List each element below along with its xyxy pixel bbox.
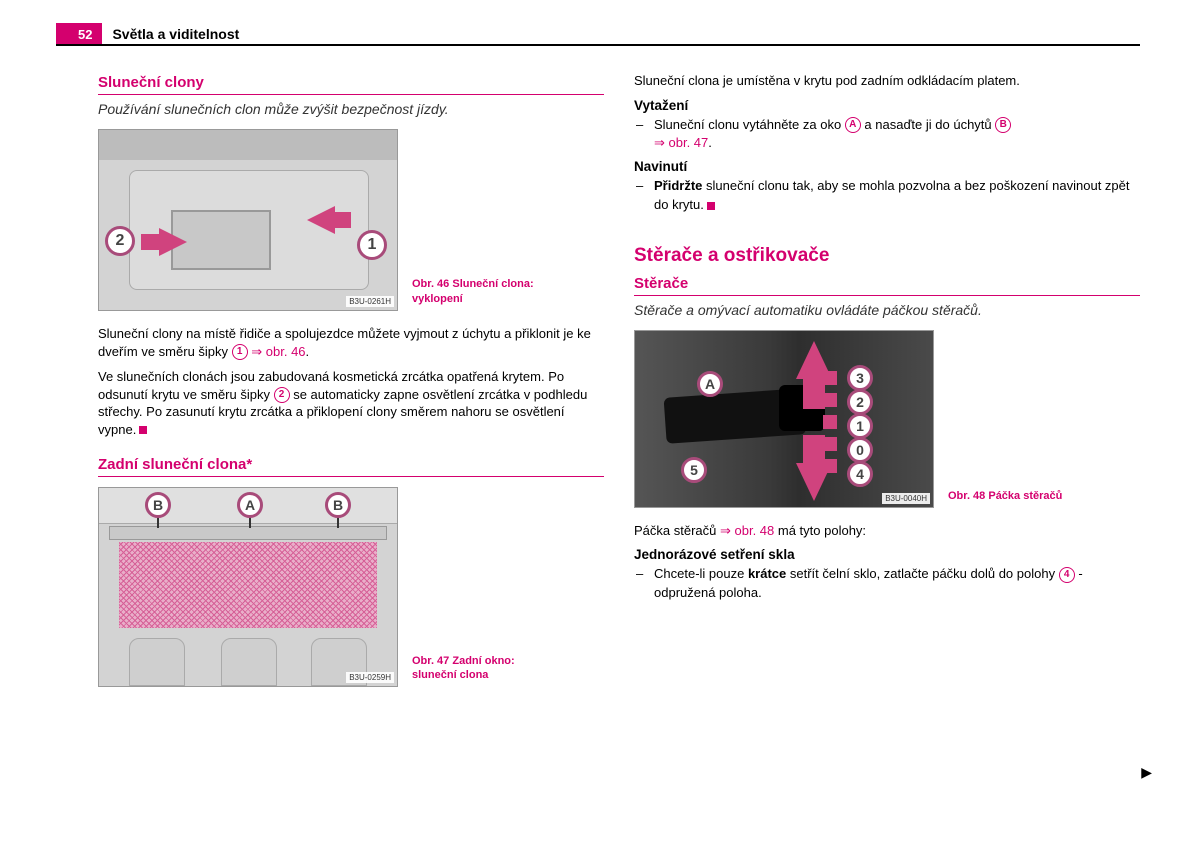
instruction-item: – Sluneční clonu vytáhněte za oko A a na… (634, 116, 1140, 154)
section-subtitle: Používání slunečních clon může zvýšit be… (98, 101, 604, 117)
instruction-item: – Přidržte sluneční clonu tak, aby se mo… (634, 177, 1140, 215)
figure-47: B A B B3U-0259H Obr. 47 Zadní okno: slun… (98, 487, 604, 687)
paragraph: Sluneční clona je umístěna v krytu pod z… (634, 72, 1140, 90)
figure-47-caption: Obr. 47 Zadní okno: sluneční clona (412, 654, 552, 688)
manual-page: 52 Světla a viditelnost Sluneční clony P… (0, 0, 1200, 841)
chapter-title: Světla a viditelnost (112, 26, 239, 44)
section-rule (98, 476, 604, 477)
end-square-icon (707, 202, 715, 210)
page-number: 52 (56, 23, 102, 44)
inline-ref-4: 4 (1059, 567, 1075, 583)
subheading: Vytažení (634, 98, 1140, 113)
inline-ref-1: 1 (232, 344, 248, 360)
image-code: B3U-0040H (882, 493, 930, 504)
crossref-link[interactable]: ⇒ obr. 46 (251, 344, 305, 359)
callout-1: 1 (847, 413, 873, 439)
figure-47-image: B A B B3U-0259H (98, 487, 398, 687)
paragraph: Sluneční clony na místě řidiče a spoluje… (98, 325, 604, 360)
figure-46-caption: Obr. 46 Sluneční clona: vyklopení (412, 277, 552, 311)
inline-ref-B: B (995, 117, 1011, 133)
figure-48-image: A 5 3 2 1 0 4 B3U-0040H (634, 330, 934, 508)
instruction-item: – Chcete-li pouze krátce setřít čelní sk… (634, 565, 1140, 603)
end-square-icon (139, 426, 147, 434)
content-columns: Sluneční clony Používání slunečních clon… (0, 46, 1200, 701)
subheading: Jednorázové setření skla (634, 547, 1140, 562)
section-title: Stěrače (634, 275, 1140, 292)
callout-2: 2 (847, 389, 873, 415)
left-column: Sluneční clony Používání slunečních clon… (98, 68, 604, 701)
paragraph: Páčka stěračů ⇒ obr. 48 má tyto polohy: (634, 522, 1140, 540)
next-page-arrow-icon[interactable]: ▶ (1141, 764, 1152, 781)
inline-ref-A: A (845, 117, 861, 133)
callout-4: 4 (847, 461, 873, 487)
section-rule (634, 295, 1140, 296)
subheading: Navinutí (634, 159, 1140, 174)
figure-46-image: 2 1 B3U-0261H (98, 129, 398, 311)
callout-5: 5 (681, 457, 707, 483)
callout-2: 2 (105, 226, 135, 256)
major-section-title: Stěrače a ostřikovače (634, 245, 1140, 267)
inline-ref-2: 2 (274, 387, 290, 403)
crossref-link[interactable]: ⇒ obr. 47 (654, 135, 708, 150)
callout-0: 0 (847, 437, 873, 463)
section-title: Zadní sluneční clona* (98, 456, 604, 473)
callout-A: A (697, 371, 723, 397)
callout-3: 3 (847, 365, 873, 391)
figure-48: A 5 3 2 1 0 4 B3U-0040H Obr. 48 Páčka st… (634, 330, 1140, 508)
paragraph: Ve slunečních clonách jsou zabudovaná ko… (98, 368, 604, 438)
section-rule (98, 94, 604, 95)
callout-1: 1 (357, 230, 387, 260)
section-title: Sluneční clony (98, 74, 604, 91)
crossref-link[interactable]: ⇒ obr. 48 (720, 523, 774, 538)
right-column: Sluneční clona je umístěna v krytu pod z… (634, 68, 1140, 701)
page-header: 52 Světla a viditelnost (0, 0, 1200, 44)
figure-48-caption: Obr. 48 Páčka stěračů (948, 489, 1062, 508)
image-code: B3U-0259H (346, 672, 394, 683)
figure-46: 2 1 B3U-0261H Obr. 46 Sluneční clona: vy… (98, 129, 604, 311)
section-subtitle: Stěrače a omývací automatiku ovládáte pá… (634, 302, 1140, 318)
image-code: B3U-0261H (346, 296, 394, 307)
